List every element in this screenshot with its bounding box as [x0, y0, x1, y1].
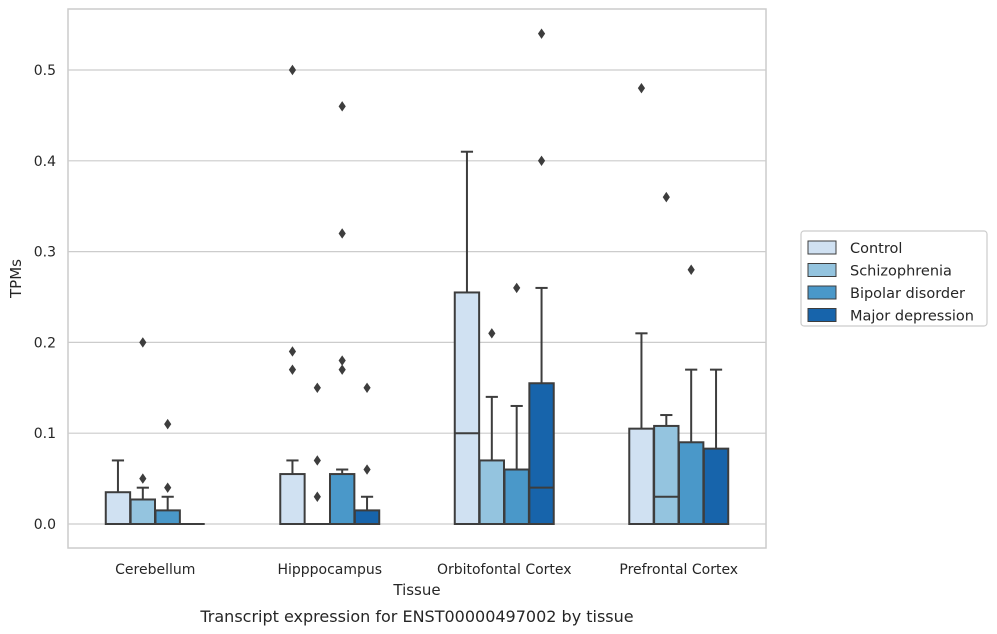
y-tick-label: 0.1: [34, 426, 56, 442]
box-schizophrenia: [129, 337, 157, 526]
box-body: [677, 441, 705, 525]
y-tick-labels: 0.0 0.1 0.2 0.3 0.4 0.5: [34, 63, 56, 533]
box-control: [104, 459, 132, 526]
outlier-point: [537, 28, 546, 39]
box-body: [129, 498, 157, 526]
box-body: [279, 473, 306, 525]
outlier-point: [488, 328, 496, 339]
box-body: [528, 382, 555, 526]
outlier-point: [513, 282, 521, 294]
box-bipolar-disorder: [677, 264, 705, 525]
outlier-point: [363, 382, 371, 393]
box-control: [453, 150, 481, 525]
outlier-point: [537, 155, 546, 166]
box-major-depression: [702, 368, 730, 525]
legend-swatch: [807, 263, 837, 277]
y-tick-label: 0.0: [34, 517, 56, 533]
outlier-point: [288, 64, 297, 76]
box-body: [328, 473, 356, 525]
y-tick-label: 0.3: [34, 245, 56, 261]
box-body: [154, 509, 181, 526]
outlier-point: [288, 346, 297, 357]
legend-label: Control: [850, 241, 902, 257]
box-control: [628, 82, 655, 525]
box-major-depression: [353, 382, 381, 526]
box-series-group: [104, 28, 730, 526]
legend-label: Major depression: [850, 309, 974, 325]
box-bipolar-disorder: [328, 101, 356, 525]
x-tick-label: Cerebellum: [115, 562, 195, 578]
legend-frame: [800, 230, 988, 327]
outlier-point: [363, 464, 371, 475]
outlier-point: [338, 101, 346, 112]
outlier-point: [687, 264, 695, 275]
box-body: [104, 491, 132, 526]
y-tick-label: 0.5: [34, 63, 56, 79]
legend-label: Schizophrenia: [850, 264, 952, 280]
outlier-point: [164, 418, 172, 430]
box-body: [702, 447, 730, 525]
x-tick-labels: Cerebellum Hipppocampus Orbitofontal Corte…: [115, 562, 738, 578]
legend-swatch: [807, 308, 837, 322]
box-body: [353, 509, 381, 526]
plot-frame: [67, 8, 767, 549]
box-body: [503, 468, 530, 525]
outlier-point: [139, 473, 147, 484]
legend-swatch: [807, 240, 837, 255]
box-schizophrenia: [305, 382, 330, 525]
box-control: [279, 64, 306, 525]
outlier-point: [662, 191, 670, 203]
figure-caption: Transcript expression for ENST0000049700…: [199, 607, 633, 626]
box-bipolar-disorder: [154, 418, 181, 526]
outlier-point: [139, 337, 147, 348]
outlier-point: [338, 228, 346, 239]
box-body: [653, 424, 680, 526]
outlier-point: [338, 364, 346, 375]
box-body: [628, 427, 655, 525]
box-major-depression: [528, 28, 555, 526]
box-body: [453, 291, 481, 525]
legend-swatch: [807, 285, 837, 300]
y-axis-label: TPMs: [7, 259, 25, 299]
box-schizophrenia: [478, 328, 506, 526]
box-body: [478, 459, 506, 526]
outlier-point: [288, 364, 297, 375]
y-tick-label: 0.4: [34, 154, 56, 170]
outlier-point: [313, 455, 321, 466]
legend: Control Schizophrenia Bipolar disorder Majo…: [800, 230, 988, 327]
x-tick-label: Prefrontal Cortex: [619, 562, 738, 578]
box-schizophrenia: [653, 191, 680, 526]
outlier-point: [164, 482, 172, 493]
box-bipolar-disorder: [503, 282, 530, 525]
x-tick-label: Hipppocampus: [277, 562, 382, 578]
outlier-point: [338, 355, 346, 366]
legend-label: Bipolar disorder: [850, 286, 965, 302]
outlier-point: [637, 82, 646, 94]
outlier-point: [313, 382, 321, 393]
x-tick-label: Orbitofontal Cortex: [437, 562, 572, 578]
y-tick-label: 0.2: [34, 335, 56, 351]
x-axis-label: Tissue: [392, 581, 440, 599]
outlier-point: [313, 491, 321, 502]
